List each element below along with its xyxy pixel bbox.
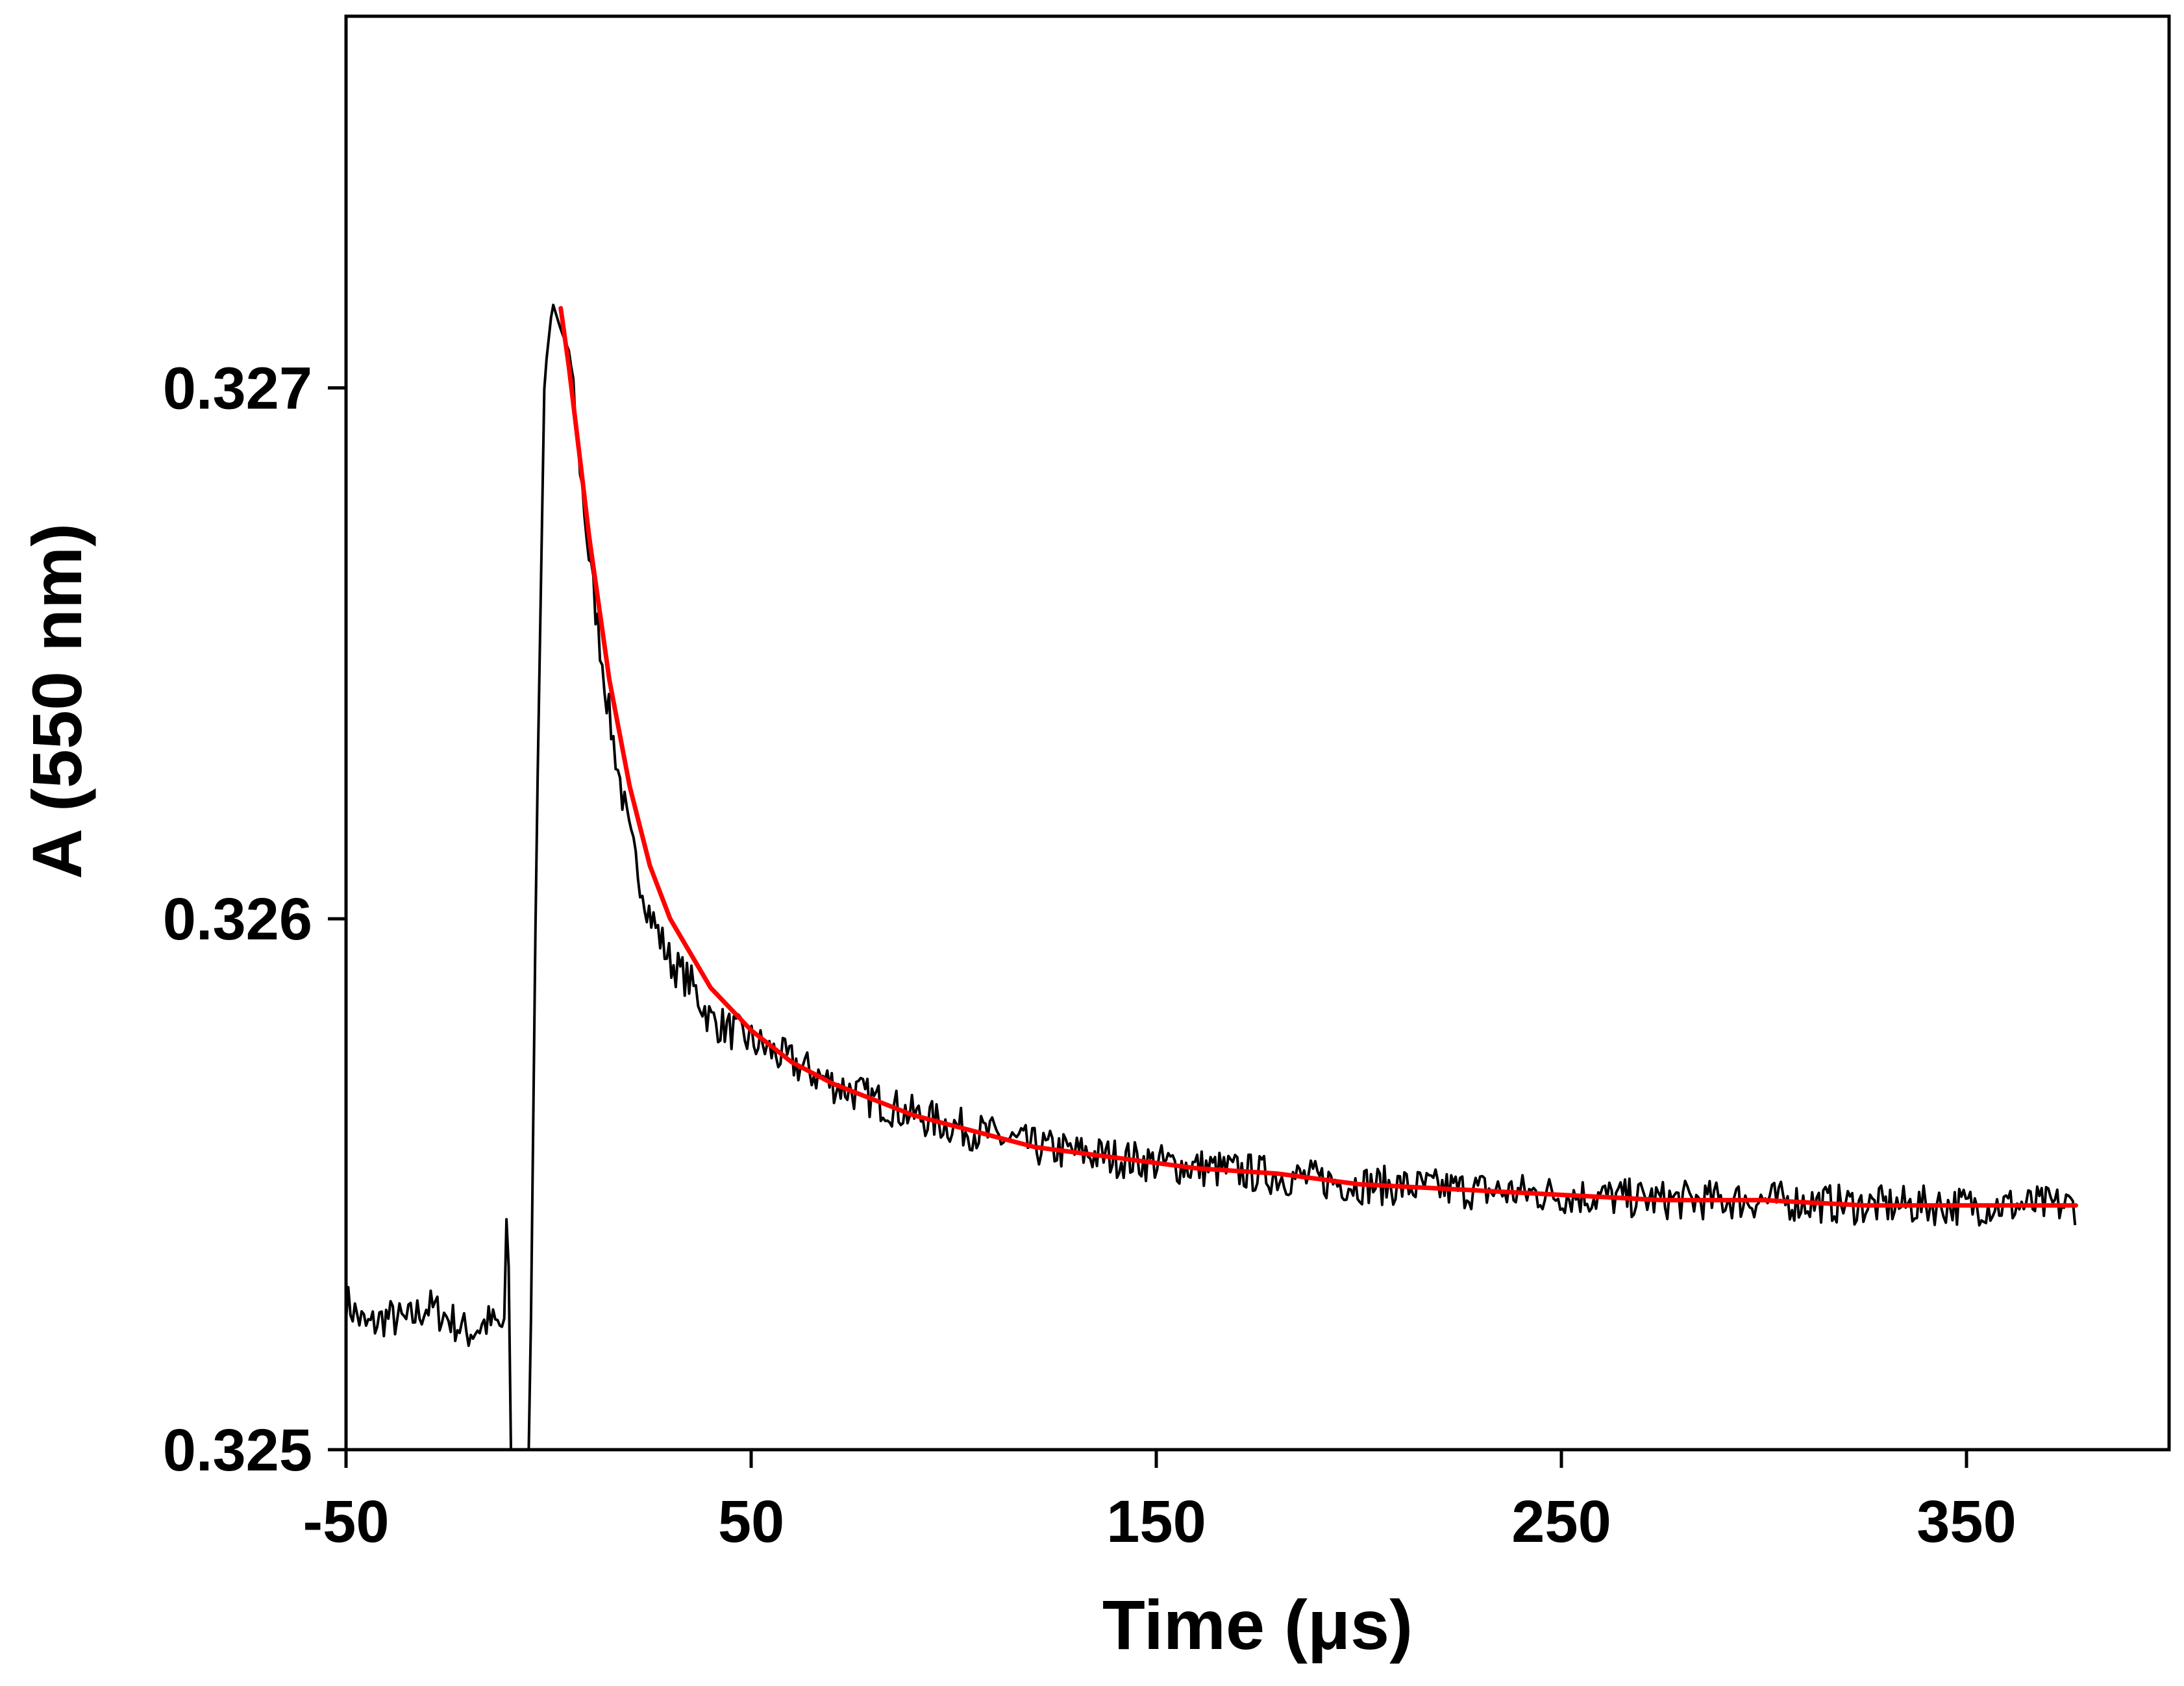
x-axis-title: Time (μs) (1102, 1585, 1413, 1664)
x-tick-label: 250 (1511, 1489, 1611, 1555)
x-tick-label: 50 (718, 1489, 784, 1555)
x-tick-label: 350 (1917, 1489, 2016, 1555)
axis-ticks (328, 386, 1968, 1468)
y-tick-label: 0.327 (163, 355, 312, 421)
x-tick-label: 150 (1106, 1489, 1206, 1555)
y-tick-label: 0.325 (163, 1417, 312, 1483)
tick-labels: -50 50 150 250 350 0.325 0.326 0.327 (163, 355, 2016, 1555)
data-series (345, 303, 2078, 1451)
y-axis-title: A (550 nm) (18, 523, 96, 879)
plot-frame (344, 14, 2171, 1452)
y-tick-label: 0.326 (163, 886, 312, 952)
x-tick-label: -50 (303, 1489, 390, 1555)
fit-curve-line (558, 306, 2078, 1208)
measured-trace-line (345, 303, 2077, 1451)
